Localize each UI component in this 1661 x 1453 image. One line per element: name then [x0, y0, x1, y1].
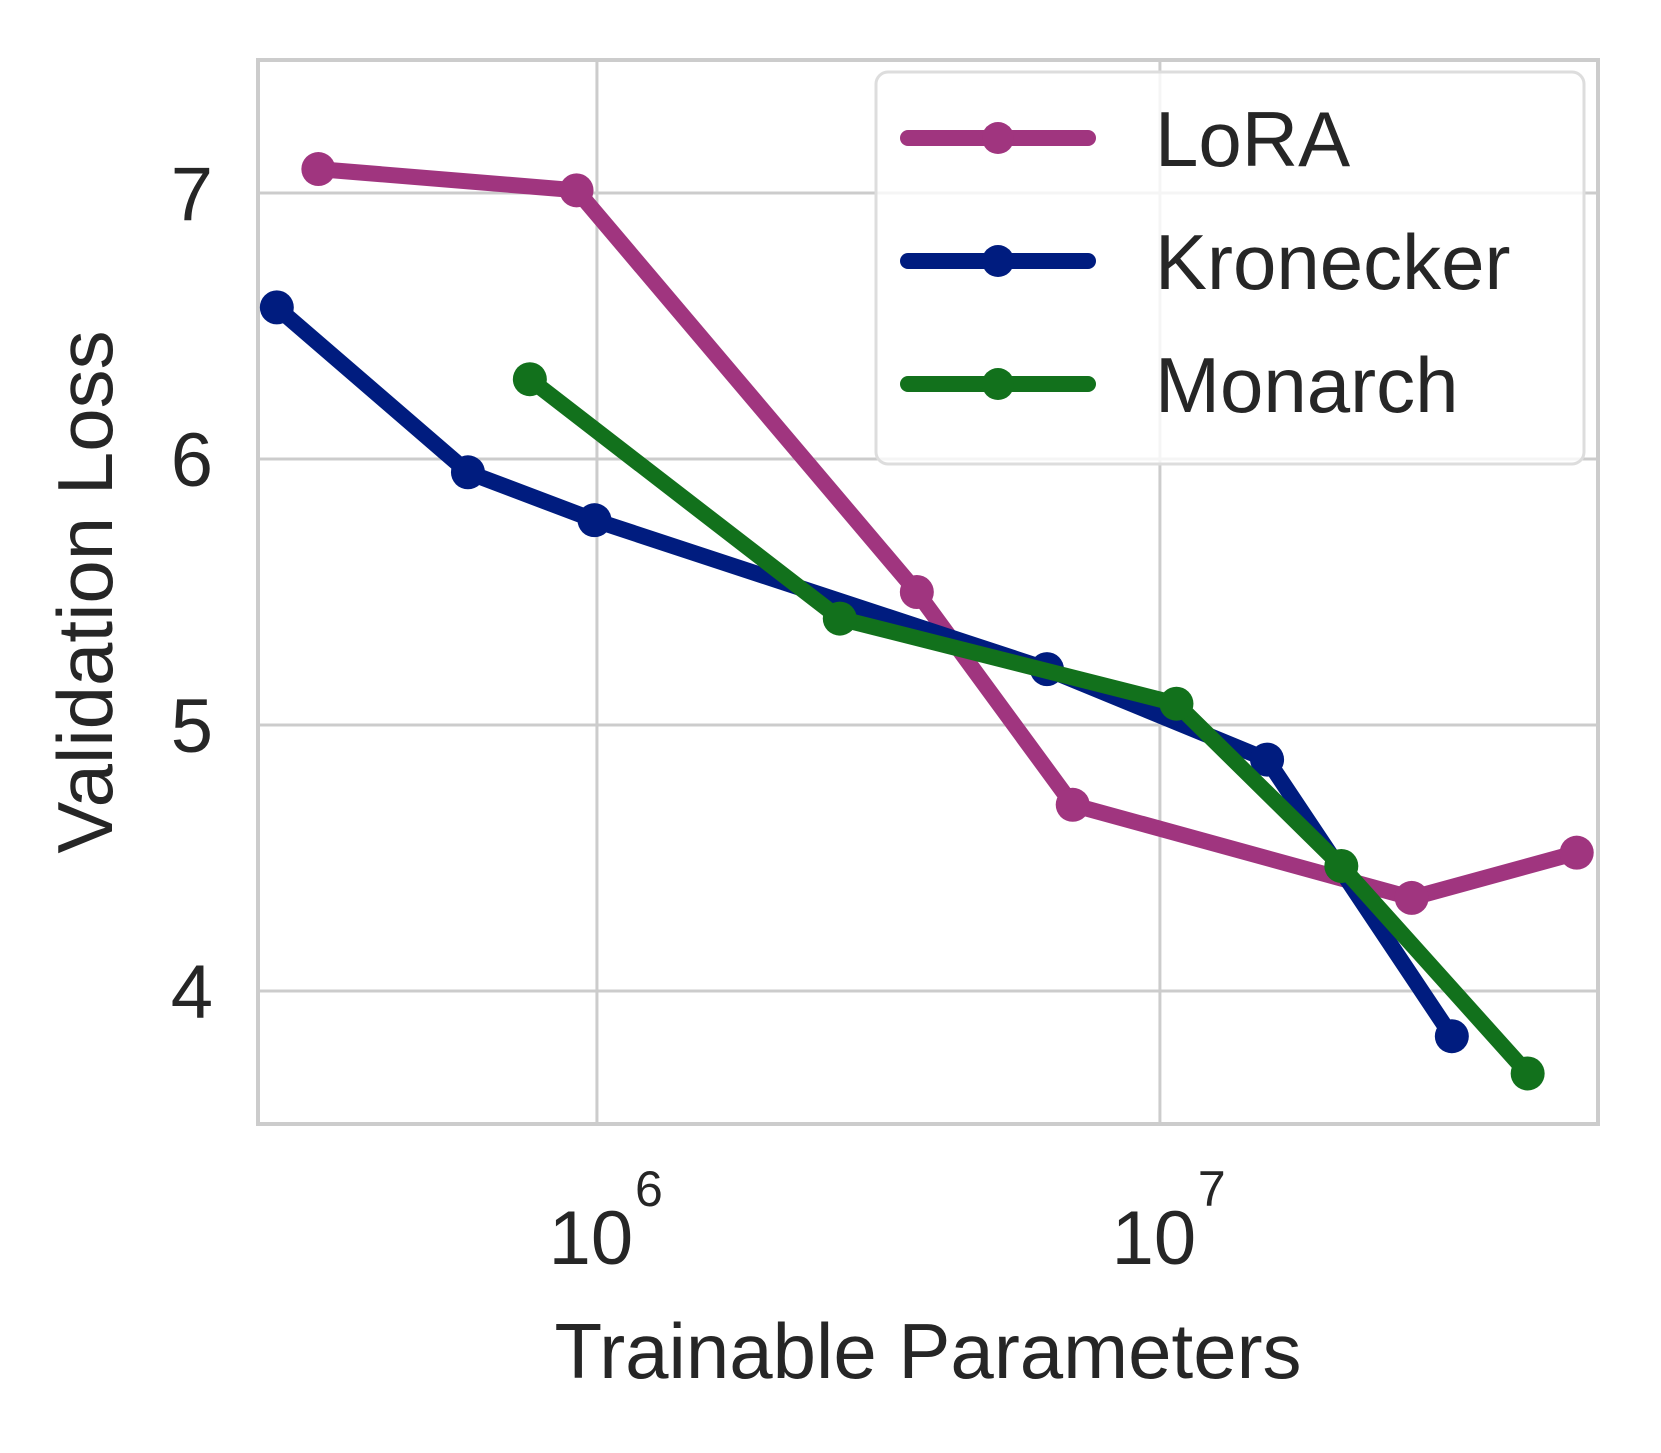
y-axis-label: Validation Loss	[41, 330, 129, 853]
data-point	[899, 575, 934, 609]
legend-box	[874, 70, 1586, 466]
data-point	[259, 290, 294, 325]
legend-label: Kronecker	[1155, 218, 1511, 306]
data-point	[1434, 1019, 1469, 1054]
legend-item-lora: LoRA	[900, 95, 1350, 183]
x-tick-label: 106	[549, 1161, 663, 1281]
x-tick-exponent: 6	[635, 1161, 663, 1217]
y-tick-label: 5	[171, 684, 213, 769]
legend-item-kronecker: Kronecker	[900, 218, 1511, 306]
legend-label: LoRA	[1155, 95, 1350, 183]
x-tick-base: 10	[1112, 1196, 1197, 1281]
legend-label: Monarch	[1155, 341, 1458, 429]
series-line	[310, 161, 1585, 906]
series-layer	[259, 152, 1594, 1091]
data-point	[577, 503, 612, 538]
x-axis-label: Trainable Parameters	[554, 1307, 1301, 1395]
x-tick-base: 10	[549, 1196, 634, 1281]
data-point	[559, 173, 594, 208]
x-tick-exponent: 7	[1198, 1161, 1226, 1217]
legend-marker	[982, 122, 1014, 154]
series-monarch	[512, 362, 1545, 1091]
plot-area-frame	[256, 58, 1600, 1126]
legend-item-monarch: Monarch	[900, 341, 1458, 429]
data-point	[301, 152, 336, 187]
data-point	[1250, 742, 1285, 777]
data-point	[1159, 686, 1194, 721]
legend-marker	[982, 368, 1014, 400]
data-point	[512, 362, 547, 397]
data-point	[1324, 848, 1359, 883]
data-point	[450, 455, 485, 490]
legend-marker	[982, 245, 1014, 277]
data-point	[1510, 1056, 1545, 1091]
data-point	[1394, 880, 1429, 915]
legend: LoRA Kronecker Monarch	[874, 70, 1586, 466]
series-lora	[301, 152, 1594, 915]
data-point	[1055, 787, 1090, 822]
y-tick-label: 6	[171, 418, 213, 503]
data-point	[1559, 835, 1594, 870]
y-tick-label: 7	[171, 152, 213, 237]
data-point	[822, 601, 857, 636]
x-tick-label: 107	[1112, 1161, 1226, 1281]
y-tick-label: 4	[171, 950, 213, 1035]
